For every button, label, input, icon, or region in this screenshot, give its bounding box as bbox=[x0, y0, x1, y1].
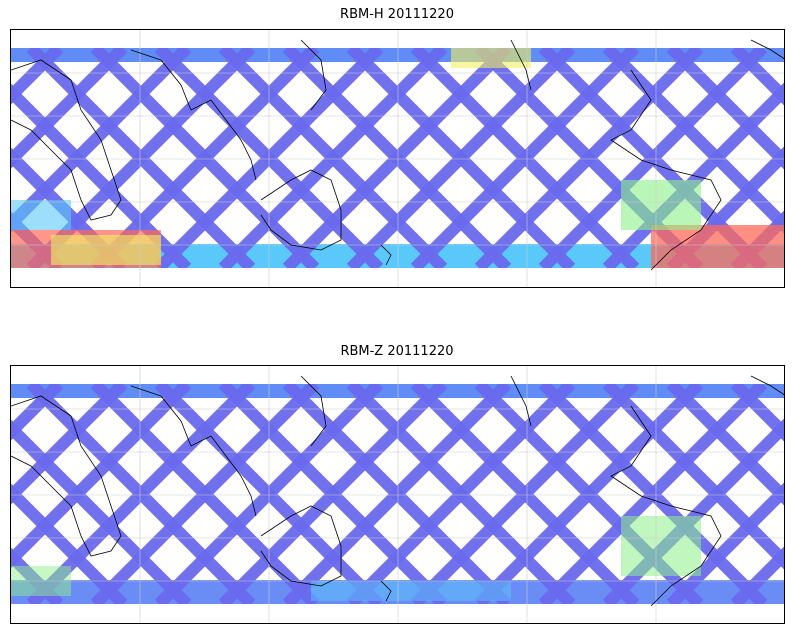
swath-map-svg bbox=[11, 30, 784, 287]
swath-lattice bbox=[11, 384, 784, 604]
coastlines bbox=[11, 39, 784, 271]
graticule bbox=[11, 30, 784, 287]
map-rbm-h bbox=[10, 29, 785, 288]
swath-map-svg bbox=[11, 366, 784, 623]
coastlines bbox=[11, 375, 784, 607]
panel-title: RBM-Z 20111220 bbox=[340, 344, 454, 359]
graticule bbox=[11, 366, 784, 623]
swath-lattice bbox=[11, 48, 784, 268]
map-rbm-z bbox=[10, 365, 785, 624]
panel-title: RBM-H 20111220 bbox=[340, 7, 454, 22]
